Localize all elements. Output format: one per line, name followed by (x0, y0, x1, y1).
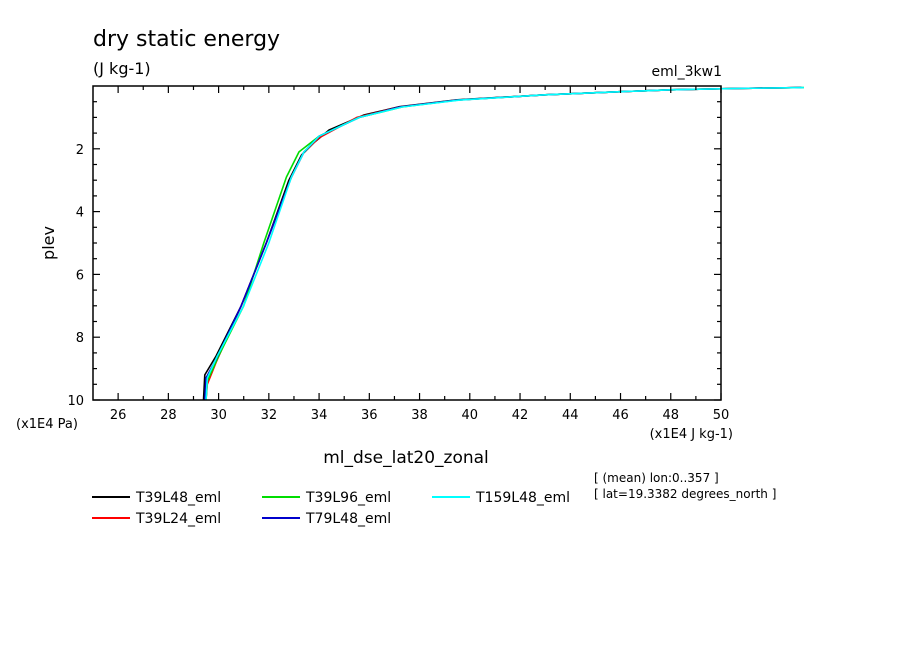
y-tick-label: 4 (76, 206, 84, 221)
series-line-1 (205, 86, 802, 401)
note-lat: [ lat=19.3382 degrees_north ] (594, 487, 776, 501)
x-tick-label: 36 (361, 408, 378, 423)
legend-label: T39L96_eml (305, 490, 391, 506)
x-tick-label: 26 (110, 408, 127, 423)
y-tick-label: 6 (76, 268, 84, 283)
x-tick-label: 40 (462, 408, 479, 423)
legend: T39L48_eml T39L24_eml T39L96_eml T79L48_eml… (92, 490, 570, 527)
x-tick-label: 44 (562, 408, 579, 423)
chart-title: dry static energy (93, 27, 280, 52)
x-tick-label: 42 (512, 408, 529, 423)
note-mean-lon: [ (mean) lon:0..357 ] (594, 471, 719, 485)
x-tick-label: 38 (411, 408, 428, 423)
x-tick-label: 46 (612, 408, 629, 423)
run-label: eml_3kw1 (651, 64, 722, 80)
legend-label: T39L24_eml (135, 511, 221, 527)
series-line-0 (202, 86, 802, 401)
legend-label: T39L48_eml (135, 490, 221, 506)
plot-frame (92, 85, 722, 401)
x-tick-label: 34 (311, 408, 328, 423)
series-line-2 (205, 86, 804, 401)
x-tick-label: 30 (210, 408, 227, 423)
x-unit-label: (x1E4 J kg-1) (650, 427, 733, 442)
series-line-4 (205, 86, 804, 401)
x-tick-label: 28 (160, 408, 177, 423)
x-tick-label: 50 (713, 408, 730, 423)
y-unit-label: (x1E4 Pa) (16, 417, 78, 432)
x-tick-label: 48 (662, 408, 679, 423)
y-tick-label: 8 (76, 331, 84, 346)
y-axis-label: plev (39, 226, 58, 260)
series-lines (202, 86, 804, 401)
chart-subtitle: (J kg-1) (93, 59, 151, 78)
y-tick-label: 10 (67, 394, 84, 409)
series-line-3 (204, 86, 802, 401)
y-tick-label: 2 (76, 143, 84, 158)
legend-label: T159L48_eml (475, 490, 570, 506)
legend-label: T79L48_eml (305, 511, 391, 527)
x-tick-label: 32 (261, 408, 278, 423)
x-axis-label: ml_dse_lat20_zonal (323, 448, 489, 468)
